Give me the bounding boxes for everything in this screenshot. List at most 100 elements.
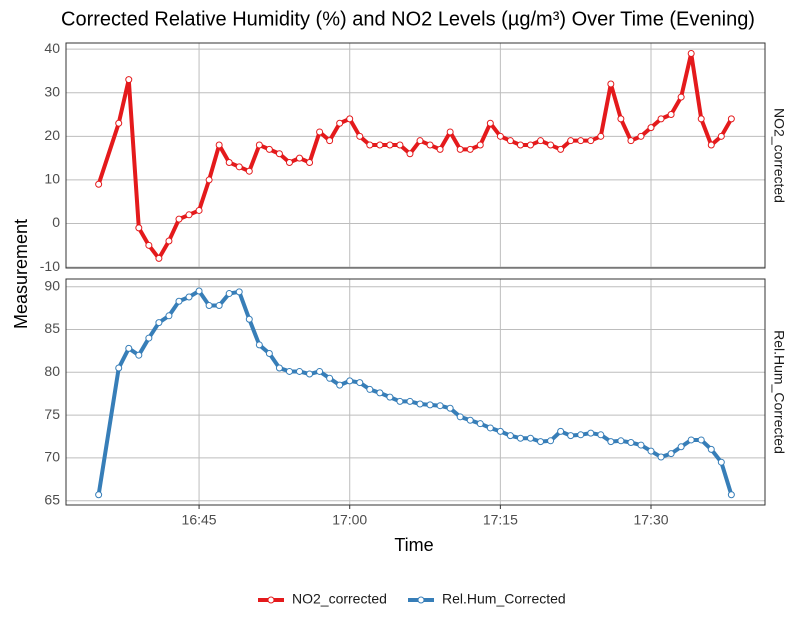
- y-tick-label: 30: [44, 83, 60, 99]
- data-point: [727, 115, 735, 123]
- data-point: [195, 287, 203, 295]
- data-point: [637, 441, 645, 449]
- data-point: [486, 424, 494, 432]
- data-point: [215, 141, 223, 149]
- data-point: [205, 176, 213, 184]
- data-point: [516, 434, 524, 442]
- data-point: [687, 436, 695, 444]
- data-point: [336, 381, 344, 389]
- data-point: [476, 141, 484, 149]
- data-point: [667, 111, 675, 119]
- data-point: [617, 437, 625, 445]
- data-point: [697, 436, 705, 444]
- data-point: [175, 297, 183, 305]
- panel-border: [65, 42, 766, 269]
- data-point: [326, 374, 334, 382]
- series-line: [96, 51, 734, 261]
- data-point: [245, 315, 253, 323]
- data-point: [416, 137, 424, 145]
- data-point: [557, 427, 565, 435]
- data-point: [336, 119, 344, 127]
- x-tick-label: 17:00: [332, 512, 367, 528]
- data-point: [617, 115, 625, 123]
- legend-label: Rel.Hum_Corrected: [442, 591, 566, 607]
- data-point: [547, 141, 555, 149]
- data-point: [537, 438, 545, 446]
- data-point: [366, 385, 374, 393]
- data-point: [265, 349, 273, 357]
- data-point: [145, 241, 153, 249]
- data-point: [577, 431, 585, 439]
- data-point: [506, 432, 514, 440]
- y-tick-label: 90: [44, 277, 60, 293]
- data-point: [296, 367, 304, 375]
- data-point: [225, 290, 233, 298]
- data-point: [135, 351, 143, 359]
- data-point: [376, 141, 384, 149]
- y-tick-label: 0: [52, 214, 60, 230]
- data-point: [446, 128, 454, 136]
- y-tick-label: 80: [44, 363, 60, 379]
- legend-point: [267, 596, 275, 604]
- data-point: [717, 132, 725, 140]
- data-point: [245, 167, 253, 175]
- data-point: [326, 137, 334, 145]
- data-point: [155, 254, 163, 262]
- legend-label: NO2_corrected: [292, 591, 387, 607]
- y-tick-label: 10: [44, 171, 60, 187]
- data-point: [496, 427, 504, 435]
- data-point: [95, 180, 103, 188]
- x-tick-label: 16:45: [182, 512, 217, 528]
- data-point: [486, 119, 494, 127]
- data-point: [366, 141, 374, 149]
- data-point: [727, 491, 735, 499]
- data-point: [667, 450, 675, 458]
- facet-strip-label: Rel.Hum_Corrected: [771, 330, 787, 454]
- data-point: [285, 158, 293, 166]
- data-point: [396, 141, 404, 149]
- data-point: [657, 453, 665, 461]
- y-axis-label: Measurement: [11, 219, 31, 329]
- data-point: [567, 137, 575, 145]
- y-tick-label: -10: [40, 258, 60, 274]
- data-point: [265, 145, 273, 153]
- data-point: [637, 132, 645, 140]
- y-tick-label: 20: [44, 127, 60, 143]
- data-point: [95, 491, 103, 499]
- data-point: [697, 115, 705, 123]
- data-point: [356, 132, 364, 140]
- data-point: [386, 393, 394, 401]
- series-line: [96, 288, 734, 496]
- data-point: [275, 150, 283, 158]
- y-tick-label: 75: [44, 406, 60, 422]
- data-point: [195, 206, 203, 214]
- data-point: [426, 401, 434, 409]
- data-point: [135, 224, 143, 232]
- data-point: [406, 150, 414, 158]
- facet-strip-label: NO2_corrected: [771, 108, 787, 203]
- data-point: [677, 443, 685, 451]
- data-point: [426, 141, 434, 149]
- data-point: [396, 397, 404, 405]
- data-point: [285, 367, 293, 375]
- x-tick-label: 17:30: [633, 512, 668, 528]
- data-point: [607, 438, 615, 446]
- data-point: [316, 367, 324, 375]
- data-point: [456, 145, 464, 153]
- data-point: [526, 434, 534, 442]
- data-point: [306, 158, 314, 166]
- data-point: [376, 389, 384, 397]
- data-point: [557, 145, 565, 153]
- x-axis-label: Time: [394, 535, 433, 555]
- data-point: [466, 416, 474, 424]
- data-point: [185, 211, 193, 219]
- data-point: [436, 145, 444, 153]
- data-point: [406, 397, 414, 405]
- data-point: [516, 141, 524, 149]
- data-point: [597, 431, 605, 439]
- y-tick-label: 65: [44, 491, 60, 507]
- data-point: [316, 128, 324, 136]
- data-point: [707, 141, 715, 149]
- data-point: [627, 137, 635, 145]
